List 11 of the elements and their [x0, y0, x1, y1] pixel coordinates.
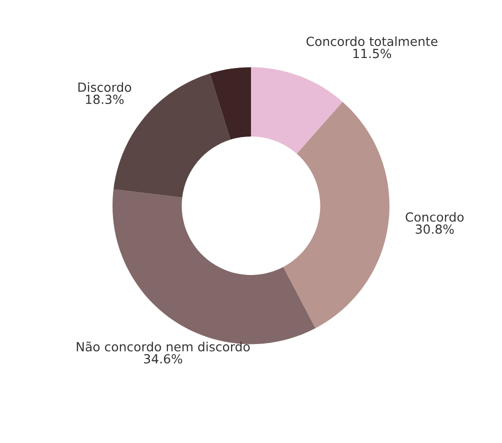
data-label: 34.6% — [144, 354, 182, 364]
data-label: 11.5% — [353, 48, 392, 58]
donut-slice — [283, 102, 390, 328]
slice-label: Não concordo nem discordo — [76, 342, 250, 352]
donut-slice — [210, 67, 251, 140]
data-label: 18.3% — [86, 94, 124, 104]
slice-label: Discordo — [78, 82, 132, 92]
data-label: 30.8% — [416, 224, 454, 234]
slice-label: Concordo totalmente — [306, 36, 438, 46]
slice-label: Concordo — [406, 212, 464, 222]
donut-slice — [251, 67, 343, 154]
